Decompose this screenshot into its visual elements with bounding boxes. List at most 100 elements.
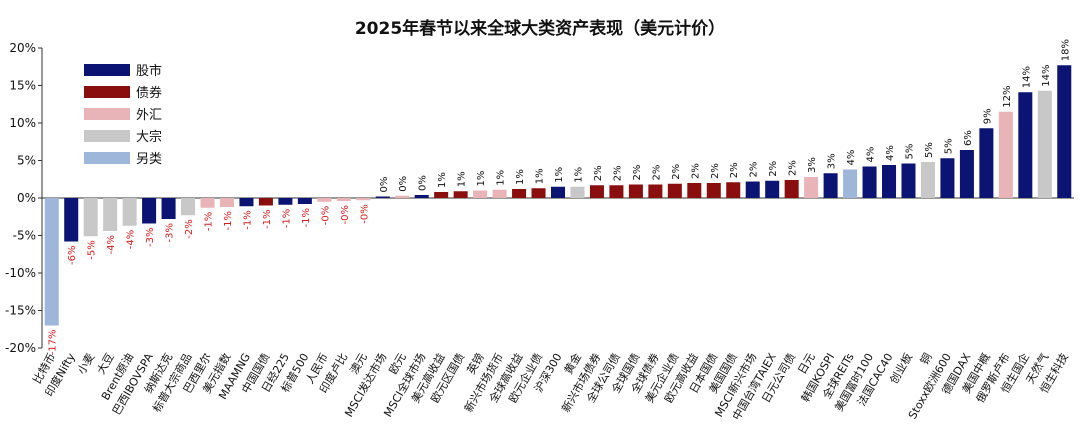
bar-value-label: 1% [554, 167, 565, 183]
bar [239, 198, 254, 207]
y-tick-label: -20% [5, 341, 36, 355]
bar-value-label: 12% [1002, 86, 1013, 108]
bar-value-label: 2% [729, 162, 740, 178]
y-tick-label: 10% [9, 116, 36, 130]
bar-value-label: 1% [496, 170, 507, 186]
bar-value-label: -6% [67, 246, 78, 265]
y-tick-label: 15% [9, 79, 36, 93]
bar-value-label: 6% [963, 130, 974, 146]
bar-value-label: -1% [223, 211, 234, 230]
bar-value-label: 2% [749, 162, 760, 178]
y-tick-label: -15% [5, 304, 36, 318]
bar-value-label: 1% [573, 167, 584, 183]
bar [979, 128, 994, 198]
bar-value-label: -1% [242, 210, 253, 229]
bar-value-label: 2% [768, 161, 779, 177]
bar [726, 182, 741, 198]
legend-label: 外汇 [136, 108, 162, 123]
bar [83, 198, 98, 237]
legend-label: 债券 [136, 85, 162, 101]
bar [103, 198, 118, 231]
bar-value-label: -1% [301, 208, 312, 227]
bar-value-label: 4% [885, 145, 896, 161]
bar [336, 198, 351, 201]
legend-swatch [84, 86, 130, 98]
bar [667, 183, 682, 198]
bar [161, 198, 176, 219]
bar [920, 162, 935, 198]
bar-value-label: 0% [398, 176, 409, 192]
bar [1037, 90, 1052, 198]
bar [473, 190, 488, 198]
bar [628, 184, 643, 198]
legend-label: 股市 [136, 63, 162, 79]
bar [181, 198, 196, 216]
bar-value-label: 2% [690, 163, 701, 179]
bar [434, 192, 449, 198]
bar-value-label: -1% [262, 210, 273, 229]
bar-value-label: 2% [593, 165, 604, 181]
bar [745, 181, 760, 198]
bar-value-label: 1% [457, 171, 468, 187]
bar [356, 198, 371, 201]
bar [648, 184, 663, 198]
bar [44, 198, 59, 326]
bar [219, 198, 234, 207]
bar [122, 198, 137, 226]
bar [278, 198, 293, 205]
bar-value-label: 0% [418, 175, 429, 191]
legend-swatch [84, 130, 130, 142]
bar-value-label: 1% [515, 169, 526, 185]
bar-value-label: 2% [612, 165, 623, 181]
bar-value-label: 5% [904, 144, 915, 160]
chart-title: 2025年春节以来全球大类资产表现（美元计价） [354, 19, 726, 39]
bar-value-label: 1% [535, 168, 546, 184]
bar [843, 169, 858, 198]
bar [959, 150, 974, 198]
category-label: 铜 [917, 351, 935, 368]
bar [375, 196, 390, 198]
bar [142, 198, 157, 224]
bar [687, 183, 702, 198]
legend-swatch [84, 108, 130, 120]
bar-value-label: -2% [184, 219, 195, 238]
bar-value-label: 9% [982, 108, 993, 124]
y-tick-label: -5% [13, 229, 36, 243]
bar [258, 198, 273, 206]
bar [531, 188, 546, 198]
bar-value-label: -0% [320, 206, 331, 225]
bar-value-label: -17% [48, 330, 59, 356]
bar-value-label: 4% [866, 147, 877, 163]
legend-swatch [84, 152, 130, 164]
bar-value-label: 1% [476, 171, 487, 187]
bar [200, 198, 215, 208]
bar-value-label: 1% [437, 172, 448, 188]
bar [804, 177, 819, 198]
bar [414, 195, 429, 198]
y-tick-label: 0% [17, 191, 36, 205]
bar [492, 189, 507, 198]
bar-value-label: 2% [788, 160, 799, 176]
bar [512, 189, 527, 198]
bar [609, 185, 624, 198]
bar [706, 183, 721, 198]
bar [765, 180, 780, 198]
bar-value-label: -3% [145, 228, 156, 247]
bar-value-label: 2% [710, 163, 721, 179]
bar [395, 195, 410, 198]
bar-value-label: -0% [359, 204, 370, 223]
bar-value-label: 5% [924, 142, 935, 158]
bar-value-label: -0% [340, 205, 351, 224]
bar-value-label: -1% [204, 212, 215, 231]
bar [823, 173, 838, 198]
category-label: 小麦 [75, 351, 97, 377]
bar-value-label: 2% [632, 165, 643, 181]
bar-value-label: 4% [846, 150, 857, 166]
bar [317, 198, 332, 202]
legend-label: 大宗 [136, 129, 162, 145]
bar-value-label: -4% [126, 230, 137, 249]
bar-value-label: 2% [671, 164, 682, 180]
bar [901, 163, 916, 198]
bar [998, 111, 1013, 198]
